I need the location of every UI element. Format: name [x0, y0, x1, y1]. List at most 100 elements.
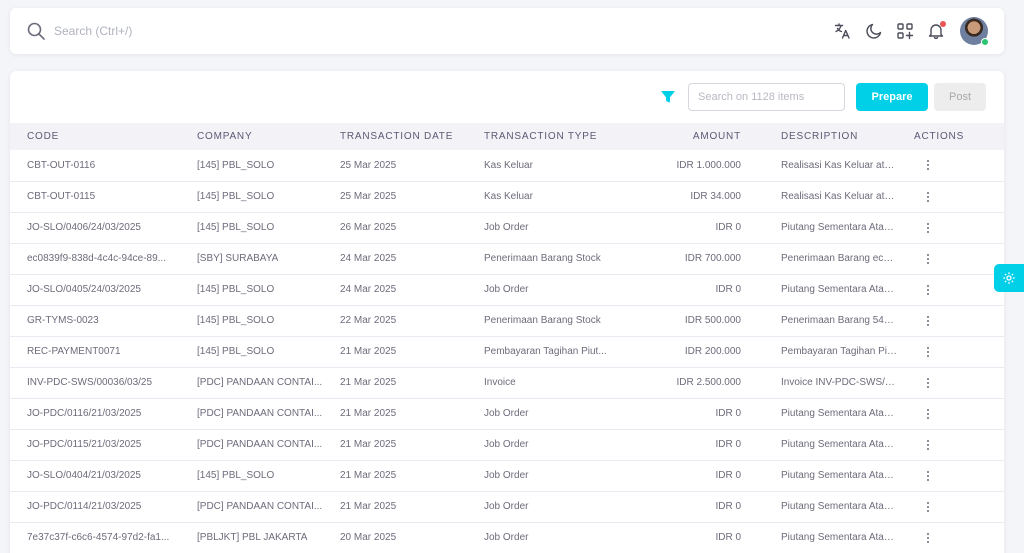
filter-icon[interactable]	[660, 89, 676, 105]
table-row[interactable]: CBT-OUT-0115 [145] PBL_SOLO 25 Mar 2025 Kas…	[10, 181, 1004, 213]
more-vertical-icon[interactable]	[927, 408, 931, 419]
global-search[interactable]	[26, 21, 834, 41]
bell-icon[interactable]	[927, 21, 946, 40]
cell-transaction-date: 25 Mar 2025	[323, 150, 467, 182]
more-vertical-icon[interactable]	[927, 284, 931, 295]
customizer-toggle[interactable]	[994, 264, 1024, 292]
table-row[interactable]: GR-TYMS-0023 [145] PBL_SOLO 22 Mar 2025 Pen…	[10, 305, 1004, 337]
cell-amount: IDR 1.000.000	[637, 150, 764, 182]
cell-company: [145] PBL_SOLO	[180, 460, 323, 492]
translate-icon[interactable]	[834, 22, 852, 40]
cell-company: [PDC] PANDAAN CONTAI...	[180, 429, 323, 461]
table-row[interactable]: JO-PDC/0115/21/03/2025 [PDC] PANDAAN CONT…	[10, 429, 1004, 461]
cell-transaction-date: 21 Mar 2025	[323, 367, 467, 399]
cell-actions	[897, 150, 1004, 182]
cell-company: [PBLJKT] PBL JAKARTA	[180, 522, 323, 553]
cell-company: [145] PBL_SOLO	[180, 274, 323, 306]
col-header-actions: ACTIONS	[914, 131, 965, 142]
col-header-description[interactable]: DESCRIPTION	[781, 131, 859, 142]
cell-actions	[897, 212, 1004, 244]
search-icon[interactable]	[26, 21, 46, 41]
global-search-input[interactable]	[54, 24, 354, 38]
cell-amount: IDR 500.000	[637, 305, 764, 337]
cell-company: [PDC] PANDAAN CONTAI...	[180, 367, 323, 399]
table-row[interactable]: INV-PDC-SWS/00036/03/25 [PDC] PANDAAN CON…	[10, 367, 1004, 399]
cell-actions	[897, 429, 1004, 461]
table-row[interactable]: JO-SLO/0405/24/03/2025 [145] PBL_SOLO 24 M…	[10, 274, 1004, 306]
avatar[interactable]	[960, 17, 989, 46]
table-row[interactable]: JO-SLO/0404/21/03/2025 [145] PBL_SOLO 21 M…	[10, 460, 1004, 492]
cell-transaction-type: Penerimaan Barang Stock	[467, 243, 637, 275]
table-row[interactable]: JO-SLO/0406/24/03/2025 [145] PBL_SOLO 26 M…	[10, 212, 1004, 244]
col-header-code[interactable]: CODE	[27, 131, 60, 142]
cell-transaction-date: 21 Mar 2025	[323, 429, 467, 461]
cell-description: Piutang Sementara Atas J...	[764, 212, 897, 244]
col-header-amount[interactable]: AMOUNT	[692, 131, 741, 142]
col-header-transaction-type[interactable]: TRANSACTION TYPE	[484, 131, 598, 142]
cell-amount: IDR 200.000	[637, 336, 764, 368]
cell-transaction-date: 22 Mar 2025	[323, 305, 467, 337]
post-button[interactable]: Post	[934, 83, 986, 111]
more-vertical-icon[interactable]	[927, 160, 931, 171]
cell-transaction-date: 21 Mar 2025	[323, 398, 467, 430]
cell-company: [SBY] SURABAYA	[180, 243, 323, 275]
cell-code: CBT-OUT-0116	[10, 150, 180, 182]
col-header-transaction-date[interactable]: TRANSACTION DATE	[340, 131, 454, 142]
table-row[interactable]: JO-PDC/0116/21/03/2025 [PDC] PANDAAN CONT…	[10, 398, 1004, 430]
cell-transaction-date: 21 Mar 2025	[323, 460, 467, 492]
cell-amount: IDR 0	[637, 522, 764, 553]
cell-transaction-date: 21 Mar 2025	[323, 491, 467, 523]
table-search-input[interactable]	[688, 83, 845, 111]
more-vertical-icon[interactable]	[927, 439, 931, 450]
cell-code: 7e37c37f-c6c6-4574-97d2-fa1...	[10, 522, 180, 553]
moon-icon[interactable]	[865, 22, 883, 40]
cell-amount: IDR 700.000	[637, 243, 764, 275]
cell-code: JO-PDC/0114/21/03/2025	[10, 491, 180, 523]
table-row[interactable]: JO-PDC/0114/21/03/2025 [PDC] PANDAAN CONT…	[10, 491, 1004, 523]
cell-actions	[897, 181, 1004, 213]
more-vertical-icon[interactable]	[927, 377, 931, 388]
cell-actions	[897, 274, 1004, 306]
more-vertical-icon[interactable]	[927, 470, 931, 481]
apps-add-icon[interactable]	[896, 22, 914, 40]
cell-actions	[897, 460, 1004, 492]
more-vertical-icon[interactable]	[927, 315, 931, 326]
cell-amount: IDR 2.500.000	[637, 367, 764, 399]
cell-transaction-date: 20 Mar 2025	[323, 522, 467, 553]
table-row[interactable]: CBT-OUT-0116 [145] PBL_SOLO 25 Mar 2025 Kas…	[10, 150, 1004, 182]
cell-company: [145] PBL_SOLO	[180, 181, 323, 213]
cell-transaction-type: Job Order	[467, 460, 637, 492]
cell-transaction-type: Job Order	[467, 491, 637, 523]
table-row[interactable]: 7e37c37f-c6c6-4574-97d2-fa1... [PBLJKT] P…	[10, 522, 1004, 553]
cell-company: [145] PBL_SOLO	[180, 212, 323, 244]
table-row[interactable]: REC-PAYMENT0071 [145] PBL_SOLO 21 Mar 2025…	[10, 336, 1004, 368]
more-vertical-icon[interactable]	[927, 501, 931, 512]
cell-transaction-date: 21 Mar 2025	[323, 336, 467, 368]
table-row[interactable]: ec0839f9-838d-4c4c-94ce-89... [SBY] SURAB…	[10, 243, 1004, 275]
cell-description: Pembayaran Tagihan Piut...	[764, 336, 897, 368]
more-vertical-icon[interactable]	[927, 253, 931, 264]
more-vertical-icon[interactable]	[927, 532, 931, 543]
cell-company: [145] PBL_SOLO	[180, 150, 323, 182]
cell-code: ec0839f9-838d-4c4c-94ce-89...	[10, 243, 180, 275]
table-header-row: CODE COMPANY TRANSACTION DATE TRANSACTIO…	[10, 123, 1004, 150]
cell-description: Penerimaan Barang ec08...	[764, 243, 897, 275]
more-vertical-icon[interactable]	[927, 191, 931, 202]
cell-transaction-type: Job Order	[467, 212, 637, 244]
cell-code: INV-PDC-SWS/00036/03/25	[10, 367, 180, 399]
cell-code: JO-PDC/0116/21/03/2025	[10, 398, 180, 430]
cell-transaction-type: Kas Keluar	[467, 150, 637, 182]
cell-description: Piutang Sementara Atas J...	[764, 429, 897, 461]
cell-transaction-type: Pembayaran Tagihan Piut...	[467, 336, 637, 368]
cell-description: Piutang Sementara Atas J...	[764, 398, 897, 430]
cell-actions	[897, 336, 1004, 368]
prepare-button[interactable]: Prepare	[856, 83, 928, 111]
cell-description: Piutang Sementara Atas J...	[764, 460, 897, 492]
col-header-company[interactable]: COMPANY	[197, 131, 253, 142]
top-navbar	[10, 8, 1004, 54]
cell-transaction-type: Kas Keluar	[467, 181, 637, 213]
cell-amount: IDR 0	[637, 212, 764, 244]
more-vertical-icon[interactable]	[927, 346, 931, 357]
notification-dot	[940, 21, 946, 27]
more-vertical-icon[interactable]	[927, 222, 931, 233]
